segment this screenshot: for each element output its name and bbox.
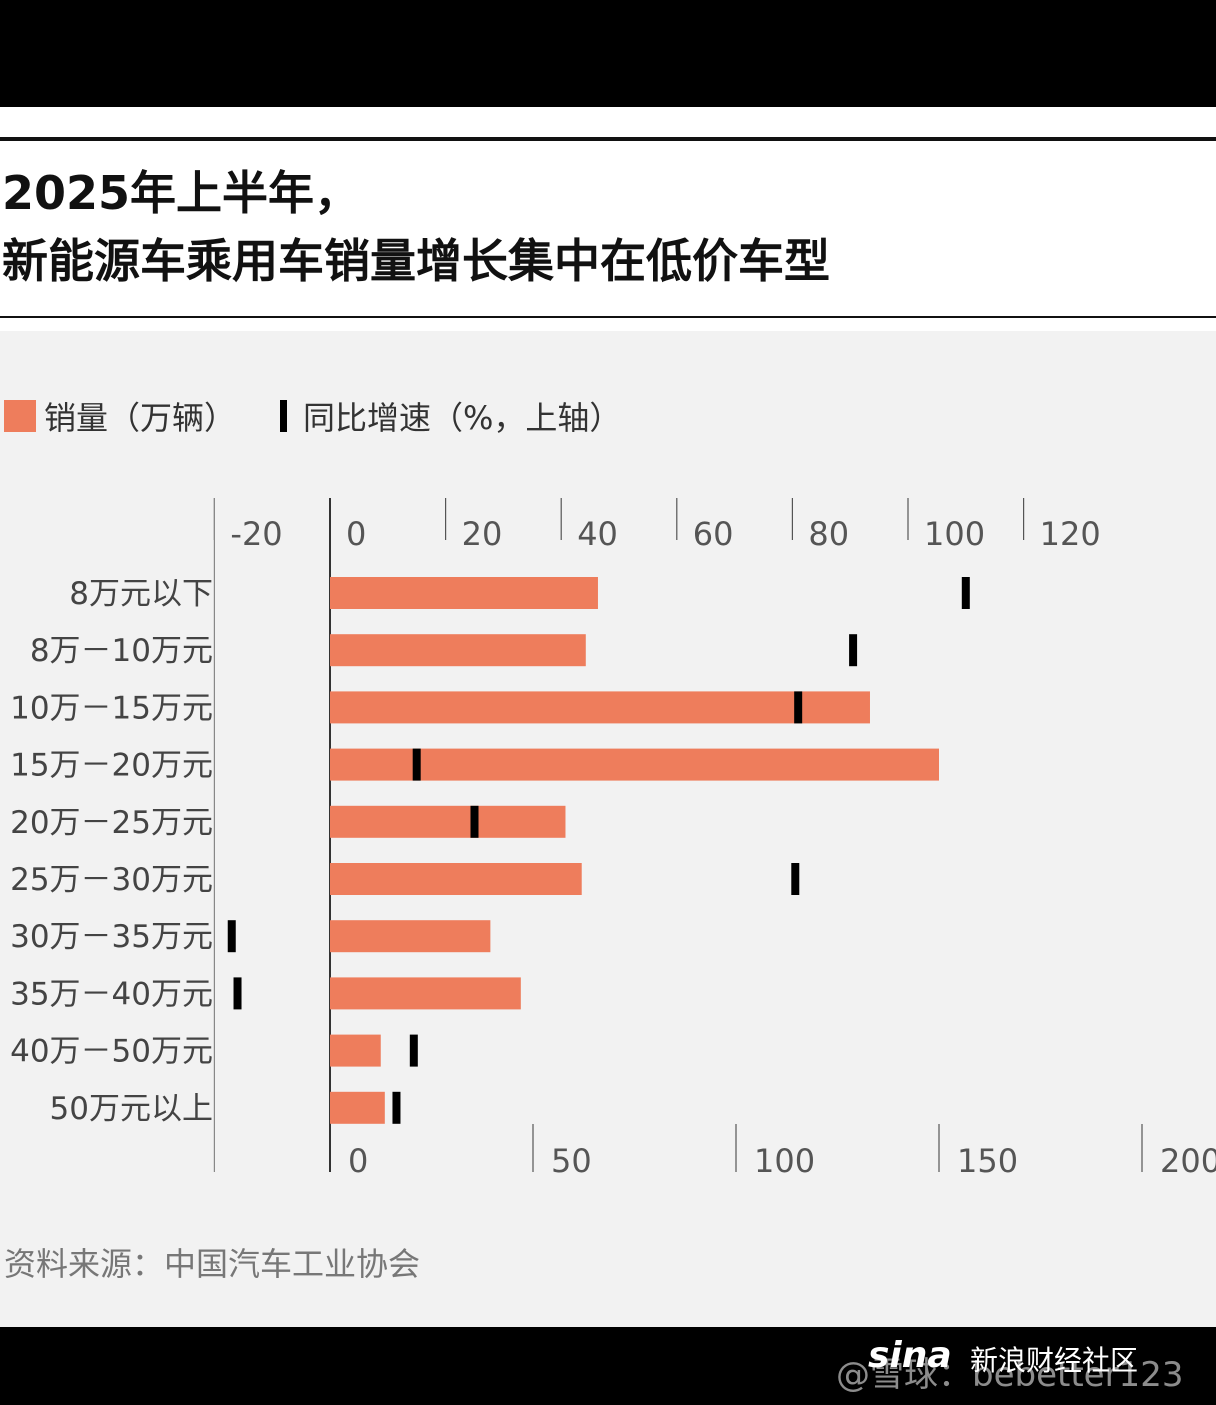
top-rule <box>0 137 1216 141</box>
category-label: 15万－20万元 <box>10 748 213 784</box>
legend-growth-marker <box>280 400 288 432</box>
bottom-axis-tick-label: 0 <box>348 1142 368 1180</box>
bottom-axis-tick-label: 200 <box>1160 1142 1216 1180</box>
legend-growth-label: 同比增速（%，上轴） <box>303 399 622 437</box>
title-line-2: 新能源车乘用车销量增长集中在低价车型 <box>2 234 830 288</box>
top-axis-tick-label: 80 <box>808 515 849 553</box>
chart-title: 2025年上半年， 新能源车乘用车销量增长集中在低价车型 <box>2 159 830 295</box>
sales-bar <box>330 1091 385 1124</box>
brand-subtitle: 新浪财经社区 <box>970 1344 1139 1377</box>
sales-bar <box>330 920 491 953</box>
bar-chart: -20 0 20 40 60 80 100 120 0 50 100 150 200 8万元以下 8万－10… <box>10 498 1216 1180</box>
top-axis-tick-label: 40 <box>577 515 618 553</box>
chart-card: 2025年上半年， 新能源车乘用车销量增长集中在低价车型 销量（万辆） 同比增速… <box>0 107 1216 1327</box>
legend-sales-label: 销量（万辆） <box>44 399 237 437</box>
growth-marker <box>227 920 236 953</box>
category-label: 40万－50万元 <box>10 1034 213 1070</box>
sina-logo: sina <box>868 1335 952 1376</box>
growth-marker <box>849 634 858 667</box>
category-label: 10万－15万元 <box>10 690 213 726</box>
footer-band: @雪球：bebetter123 sina 新浪财经社区 <box>0 1327 1216 1405</box>
category-label: 8万－10万元 <box>30 633 213 669</box>
top-axis-tick-label: -20 <box>230 515 282 553</box>
sales-bar <box>330 1034 381 1067</box>
watermark: @雪球：bebetter123 <box>836 1355 1184 1395</box>
sales-bar <box>330 863 582 895</box>
sales-bar <box>330 634 586 667</box>
sales-bar <box>330 691 870 724</box>
top-axis-tick-label: 100 <box>924 515 985 553</box>
bottom-axis-tick-label: 100 <box>754 1142 815 1180</box>
title-rule <box>0 316 1216 318</box>
top-axis-tick-label: 0 <box>346 515 366 553</box>
category-label: 35万－40万元 <box>10 976 213 1012</box>
growth-marker <box>961 577 970 609</box>
sales-bar <box>330 977 521 1010</box>
legend-sales-swatch <box>4 400 36 432</box>
growth-marker <box>392 1091 401 1124</box>
top-axis-tick-label: 20 <box>462 515 503 553</box>
bottom-axis-tick-label: 150 <box>957 1142 1018 1180</box>
chart-panel: 销量（万辆） 同比增速（%，上轴） -20 0 20 40 60 80 100 120 0 50 1… <box>0 331 1216 1327</box>
title-line-1: 2025年上半年， <box>2 166 361 220</box>
growth-marker <box>794 691 803 724</box>
sales-bar <box>330 577 598 609</box>
category-label: 30万－35万元 <box>10 919 213 955</box>
growth-marker <box>791 863 800 895</box>
growth-marker <box>412 748 421 781</box>
growth-marker <box>409 1034 418 1067</box>
bottom-axis-tick-label: 50 <box>551 1142 592 1180</box>
top-black-band <box>0 0 1216 107</box>
growth-marker <box>470 805 479 838</box>
top-axis-tick-label: 120 <box>1040 515 1101 553</box>
growth-marker <box>233 977 242 1010</box>
source-note: 资料来源：中国汽车工业协会 <box>4 1245 421 1283</box>
category-label: 25万－30万元 <box>10 862 213 898</box>
legend: 销量（万辆） 同比增速（%，上轴） <box>4 393 621 439</box>
category-label: 20万－25万元 <box>10 805 213 841</box>
sales-bar <box>330 748 939 781</box>
category-label: 50万元以上 <box>50 1091 213 1127</box>
sales-bar <box>330 805 566 838</box>
top-axis-tick-label: 60 <box>693 515 734 553</box>
category-label: 8万元以下 <box>69 576 213 612</box>
